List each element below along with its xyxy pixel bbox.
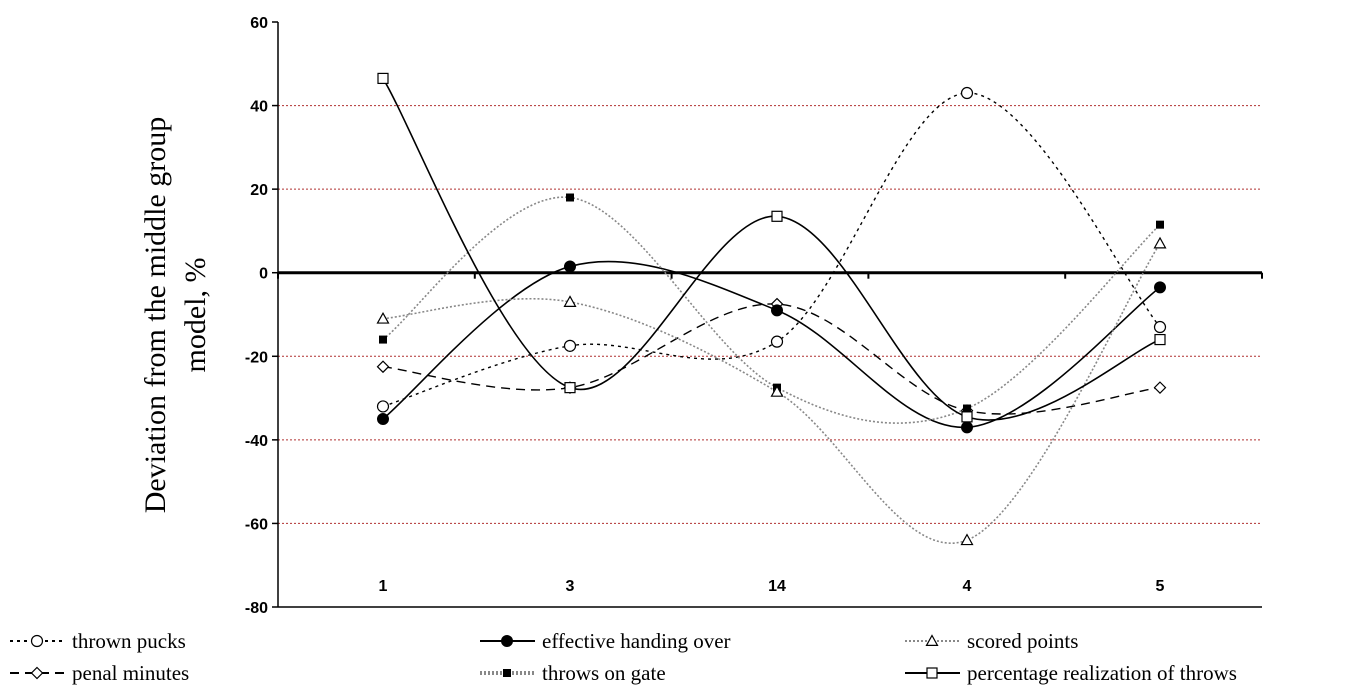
data-point	[770, 385, 784, 397]
legend-label: percentage realization of throws	[967, 661, 1237, 685]
y-tick-label: -80	[245, 600, 268, 617]
legend-marker	[30, 634, 44, 648]
series-thrown-pucks	[376, 86, 1167, 413]
data-point	[564, 260, 576, 273]
x-tick-label: 5	[1156, 578, 1165, 595]
series-scored-points	[376, 236, 1167, 546]
legend-label: scored points	[967, 629, 1078, 653]
legend-entry: throws on gate	[480, 661, 666, 685]
legend-entry: thrown pucks	[10, 629, 186, 653]
data-point	[963, 404, 971, 413]
series-line	[382, 77, 1161, 421]
legend-marker	[925, 634, 939, 647]
legend-marker	[30, 666, 44, 680]
legend-entry: scored points	[905, 629, 1078, 653]
data-point	[563, 339, 577, 352]
y-axis-label-line-1: Deviation from the middle group	[139, 117, 172, 514]
x-tick-label: 1	[379, 578, 388, 595]
data-point	[566, 193, 574, 202]
legend-label: thrown pucks	[72, 629, 186, 653]
series-line	[382, 196, 1161, 424]
series-line	[382, 92, 1161, 408]
y-tick-label: -40	[245, 433, 268, 450]
data-point	[376, 360, 390, 374]
series-line	[382, 243, 1161, 544]
data-point	[564, 382, 576, 394]
legend-label: penal minutes	[72, 661, 189, 685]
data-point	[1153, 320, 1167, 334]
series-line	[382, 303, 1161, 415]
data-point	[1156, 220, 1164, 229]
legend-label: effective handing over	[542, 629, 731, 653]
data-point	[1154, 333, 1166, 346]
y-tick-label: 20	[250, 182, 268, 199]
data-point	[1153, 236, 1167, 249]
y-tick-labels: 60 40 20 0 -20 -40 -60 -80	[245, 15, 268, 617]
data-point	[771, 210, 783, 222]
y-tick-label: 0	[259, 266, 268, 283]
data-point	[960, 533, 974, 546]
data-point	[377, 412, 389, 425]
legend-marker	[503, 669, 511, 677]
data-point	[377, 72, 389, 85]
legend-entry: penal minutes	[10, 661, 189, 685]
data-point	[376, 400, 390, 413]
series-percentage-realization-of-throws	[377, 72, 1166, 423]
legend-marker	[501, 635, 513, 647]
y-tick-label: -20	[245, 349, 268, 366]
data-point	[1153, 381, 1167, 394]
legend-label: throws on gate	[542, 661, 666, 685]
data-point	[379, 335, 387, 344]
data-point	[563, 295, 577, 307]
data-point	[770, 335, 784, 348]
data-point	[961, 421, 973, 434]
legend-entry: percentage realization of throws	[905, 661, 1237, 685]
y-axis-label-line-2: model, %	[179, 258, 212, 373]
series-group	[376, 72, 1167, 546]
x-tick-label: 3	[566, 578, 575, 595]
series-line	[382, 260, 1161, 429]
x-tick-label: 14	[768, 578, 786, 595]
y-tick-label: -60	[245, 516, 268, 533]
data-point	[960, 86, 974, 100]
gridlines	[278, 105, 1262, 524]
axes	[272, 21, 1263, 608]
legend-marker	[926, 667, 938, 679]
legend-entry: effective handing over	[480, 629, 731, 653]
data-point	[376, 311, 390, 324]
y-tick-label: 40	[250, 99, 268, 116]
series-penal-minutes	[376, 297, 1167, 417]
y-tick-label: 60	[250, 15, 268, 32]
series-effective-handing-over	[377, 260, 1166, 434]
data-point	[771, 304, 783, 317]
x-tick-labels: 1 3 14 4 5	[379, 578, 1165, 595]
x-tick-label: 4	[963, 578, 972, 595]
data-point	[1154, 281, 1166, 294]
data-point	[961, 411, 973, 423]
legend: thrown pucks effective handing over scored…	[10, 629, 1237, 685]
